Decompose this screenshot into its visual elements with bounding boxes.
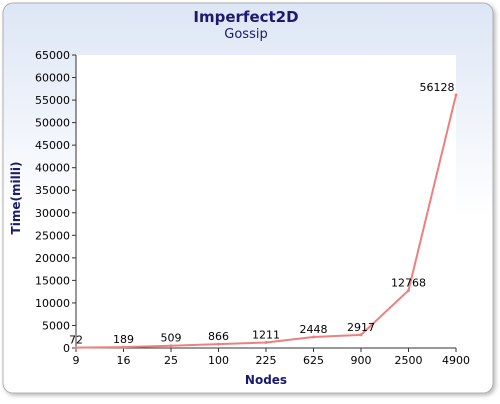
data-label: 2917: [347, 321, 375, 334]
data-labels: 72 189 509 866 1211 2448 2917 12768 56128: [69, 81, 455, 347]
data-label: 509: [161, 332, 182, 345]
data-label: 56128: [420, 81, 455, 94]
y-tick-label: 30000: [35, 207, 70, 220]
x-tick-label: 100: [208, 354, 229, 367]
y-tick-label: 55000: [35, 94, 70, 107]
x-tick-label: 16: [117, 354, 131, 367]
data-label: 12768: [391, 276, 426, 289]
x-tick-label: 900: [351, 354, 372, 367]
y-tick-label: 10000: [35, 297, 70, 310]
x-tick-label: 25: [164, 354, 178, 367]
x-tick-label: 4900: [442, 354, 470, 367]
data-label: 1211: [252, 329, 280, 342]
data-label: 72: [69, 334, 83, 347]
x-tick-label: 625: [303, 354, 324, 367]
y-tick-label: 50000: [35, 117, 70, 130]
data-point: [312, 335, 315, 339]
y-tick-label: 65000: [35, 49, 70, 62]
y-tick-label: 35000: [35, 184, 70, 197]
data-label: 2448: [300, 323, 328, 336]
data-point: [264, 341, 268, 345]
y-tick-label: 0: [63, 342, 70, 355]
x-axis-label: Nodes: [245, 373, 287, 387]
y-axis: 0 5000 10000 15000 20000 25000 30000 35000 40000…: [35, 49, 76, 355]
data-point: [359, 333, 363, 337]
plot-area: [76, 55, 456, 348]
x-tick-label: 225: [256, 354, 277, 367]
data-label: 866: [208, 330, 229, 343]
y-tick-label: 20000: [35, 252, 70, 265]
x-tick-label: 2500: [395, 354, 423, 367]
y-tick-label: 60000: [35, 72, 70, 85]
y-tick-label: 40000: [35, 162, 70, 175]
x-axis: 9 16 25 100 225 625 900 2500 4900: [73, 348, 470, 367]
data-label: 189: [113, 333, 134, 346]
data-point: [169, 344, 173, 348]
data-point: [407, 288, 410, 292]
y-axis-label: Time(milli): [9, 162, 23, 235]
data-point: [122, 345, 125, 349]
y-tick-label: 45000: [35, 139, 70, 152]
y-tick-label: 5000: [42, 319, 70, 332]
y-tick-label: 15000: [35, 274, 70, 287]
chart-title: Imperfect2D: [193, 8, 298, 26]
chart-subtitle: Gossip: [224, 27, 267, 42]
data-point: [74, 346, 78, 350]
series-line: [74, 93, 458, 350]
x-tick-label: 9: [73, 354, 80, 367]
data-point: [454, 93, 458, 97]
y-tick-label: 25000: [35, 229, 70, 242]
data-point: [217, 342, 220, 346]
